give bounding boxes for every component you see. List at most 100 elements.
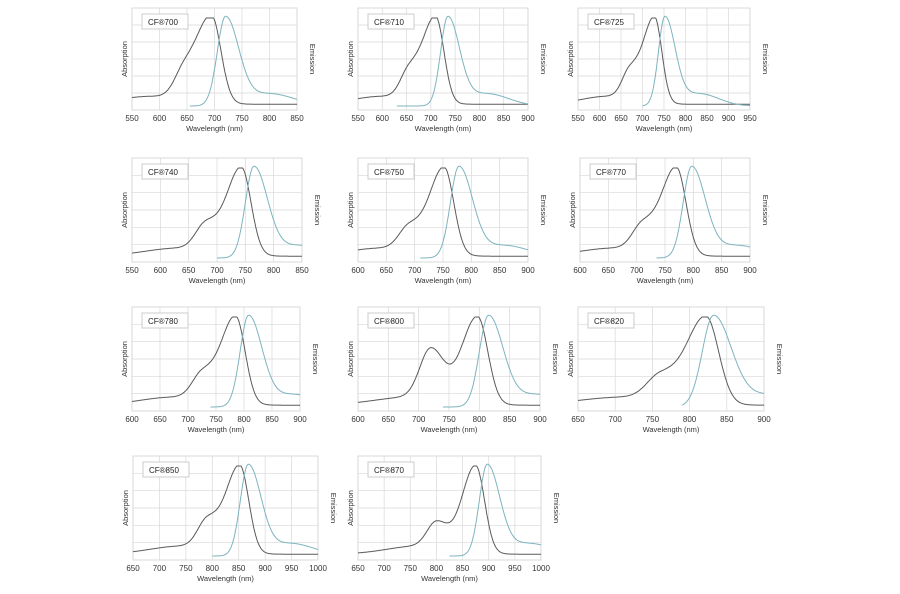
x-tick-label: 600 — [154, 266, 168, 275]
x-tick-label: 750 — [179, 564, 193, 573]
absorption-curve — [132, 465, 318, 555]
y-axis-label-right: Emission — [308, 44, 317, 74]
x-tick-label: 700 — [377, 564, 391, 573]
x-tick-label: 700 — [408, 266, 422, 275]
y-axis-label-left: Absorption — [346, 41, 355, 77]
legend-box — [589, 163, 637, 180]
panel-CF710: 550 600 650 700 750 800 850 900 Wavelength (nm) A… — [346, 7, 548, 133]
x-tick-label: 800 — [267, 266, 281, 275]
y-axis-label-right: Emission — [311, 344, 320, 374]
x-tick-label: 700 — [636, 114, 650, 123]
x-tick-label: 750 — [646, 415, 660, 424]
legend-box — [141, 163, 189, 180]
x-tick-label: 550 — [125, 114, 139, 123]
y-axis-label-right: Emission — [539, 44, 548, 74]
absorption-curve — [131, 316, 300, 406]
emission-curve — [442, 314, 540, 408]
x-tick-label: 600 — [351, 266, 365, 275]
emission-curve — [642, 15, 750, 107]
x-tick-label: 850 — [493, 266, 507, 275]
x-axis-label: Wavelength (nm) — [189, 276, 246, 285]
y-axis-label-right: Emission — [761, 44, 770, 74]
x-tick-label: 750 — [436, 266, 450, 275]
absorption-curve — [577, 316, 764, 406]
absorption-curve — [357, 167, 528, 257]
x-tick-label: 900 — [482, 564, 496, 573]
y-axis-label-right: Emission — [539, 195, 548, 225]
legend-box — [142, 461, 190, 478]
x-tick-label: 800 — [473, 114, 487, 123]
x-tick-label: 950 — [285, 564, 299, 573]
absorption-curve — [131, 17, 297, 105]
x-tick-label: 650 — [182, 266, 196, 275]
emission-curve — [189, 15, 298, 107]
panel-CF725: 550 600 650 700 750 800 850 900 950 Wavelength (n… — [566, 7, 770, 133]
emission-curve — [217, 165, 302, 259]
emission-curve — [212, 463, 319, 557]
y-axis-label-right: Emission — [329, 493, 338, 523]
x-tick-label: 750 — [658, 266, 672, 275]
x-tick-label: 600 — [376, 114, 390, 123]
x-tick-label: 1000 — [309, 564, 327, 573]
y-axis-label-left: Absorption — [568, 192, 577, 228]
x-tick-label: 750 — [448, 114, 462, 123]
x-tick-label: 750 — [239, 266, 253, 275]
x-tick-label: 700 — [609, 415, 623, 424]
panel-CF750: 600 650 700 750 800 850 900 Wavelength (nm) Abso… — [346, 157, 548, 285]
emission-curve — [396, 15, 529, 107]
x-tick-label: 850 — [265, 415, 279, 424]
x-tick-label: 650 — [571, 415, 585, 424]
x-axis-label: Wavelength (nm) — [186, 124, 243, 133]
legend-box — [367, 13, 415, 30]
x-tick-label: 650 — [382, 415, 396, 424]
legend-title: CF®850 — [149, 466, 179, 475]
x-tick-label: 650 — [126, 564, 140, 573]
x-tick-label: 1000 — [532, 564, 550, 573]
x-tick-label: 850 — [232, 564, 246, 573]
emission-curve — [681, 314, 765, 406]
y-axis-label-left: Absorption — [121, 490, 130, 526]
y-axis-label-left: Absorption — [120, 41, 129, 77]
x-tick-label: 600 — [573, 266, 587, 275]
legend-title: CF®800 — [374, 317, 404, 326]
y-axis-label-right: Emission — [761, 195, 770, 225]
x-tick-label: 800 — [683, 415, 697, 424]
x-tick-label: 950 — [508, 564, 522, 573]
x-tick-label: 900 — [722, 114, 736, 123]
legend-box — [141, 13, 189, 30]
panel-CF870: 650 700 750 800 850 900 950 1000 Wavelength (nm)… — [346, 455, 561, 583]
x-tick-label: 600 — [593, 114, 607, 123]
x-tick-label: 750 — [404, 564, 418, 573]
x-axis-label: Wavelength (nm) — [421, 574, 478, 583]
x-tick-label: 850 — [720, 415, 734, 424]
panel-CF770: 600 650 700 750 800 850 900 Wavelength (nm) Abso… — [568, 157, 770, 285]
x-tick-label: 600 — [351, 415, 365, 424]
x-tick-label: 800 — [206, 564, 220, 573]
emission-curve — [420, 165, 529, 259]
x-tick-label: 850 — [700, 114, 714, 123]
legend-title: CF®710 — [374, 18, 404, 27]
x-tick-label: 650 — [602, 266, 616, 275]
x-tick-label: 800 — [465, 266, 479, 275]
legend-title: CF®780 — [148, 317, 178, 326]
y-axis-label-left: Absorption — [566, 41, 575, 77]
x-axis-label: Wavelength (nm) — [415, 276, 472, 285]
x-tick-label: 900 — [533, 415, 547, 424]
x-tick-label: 800 — [679, 114, 693, 123]
x-tick-label: 650 — [351, 564, 365, 573]
x-tick-label: 800 — [687, 266, 701, 275]
x-axis-label: Wavelength (nm) — [421, 425, 478, 434]
x-tick-label: 750 — [209, 415, 223, 424]
legend-box — [587, 13, 635, 30]
absorption-curve — [131, 167, 302, 257]
x-tick-label: 700 — [208, 114, 222, 123]
x-axis-label: Wavelength (nm) — [197, 574, 254, 583]
legend-box — [367, 312, 415, 329]
x-tick-label: 900 — [521, 266, 535, 275]
absorption-curve — [358, 465, 541, 555]
panel-CF820: 650 700 750 800 850 900 Wavelength (nm) Absorpt… — [566, 306, 784, 434]
absorption-curve — [579, 167, 750, 257]
x-tick-label: 950 — [743, 114, 757, 123]
absorption-curve — [358, 17, 528, 105]
x-tick-label: 650 — [153, 415, 167, 424]
